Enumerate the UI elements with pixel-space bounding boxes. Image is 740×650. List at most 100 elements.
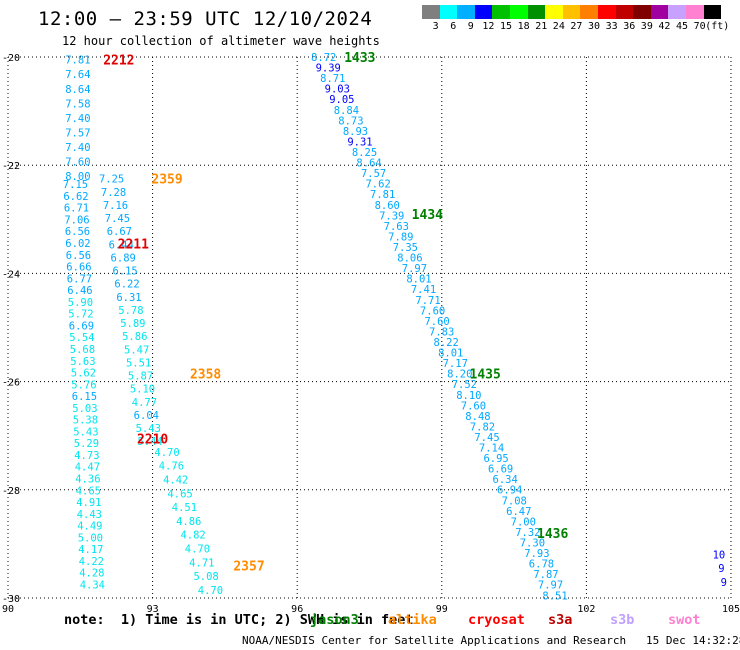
- wave-height-value: 6.69: [69, 320, 94, 332]
- pass-time-label: 2212: [103, 54, 134, 69]
- wave-height-value: 5.00: [78, 532, 103, 544]
- wave-height-value: 6.15: [72, 391, 97, 403]
- pass-time-label: 1436: [537, 527, 568, 542]
- wave-height-value: 5.86: [122, 331, 147, 343]
- wave-height-value: 7.97: [538, 580, 563, 592]
- colorbar-swatch: [703, 5, 722, 19]
- wave-height-value: 9.31: [347, 136, 372, 148]
- wave-height-value: 4.91: [76, 497, 101, 509]
- wave-height-value: 7.40: [65, 142, 90, 154]
- wave-height-value: 6.69: [488, 464, 513, 476]
- x-tick-label: 90: [2, 604, 14, 615]
- colorbar-swatch: [633, 5, 651, 19]
- wave-height-value: 7.06: [64, 214, 89, 226]
- wave-height-value: 5.43: [73, 426, 98, 438]
- colorbar-swatch: [457, 5, 475, 19]
- wave-height-value: 5.89: [120, 318, 145, 330]
- wave-height-value: 8.64: [356, 158, 381, 170]
- wave-height-value: 6.62: [63, 191, 88, 203]
- wave-height-value: 7.35: [393, 242, 418, 254]
- wave-height-value: 8.72: [311, 52, 336, 64]
- wave-height-value: 8.06: [397, 253, 422, 265]
- colorbar-label: 45: [676, 21, 689, 32]
- wave-height-value: 7.25: [99, 174, 124, 186]
- wave-height-value: 5.63: [70, 356, 95, 368]
- wave-height-value: 7.15: [63, 179, 88, 191]
- wave-height-value: 7.57: [65, 127, 90, 139]
- colorbar-swatch: [580, 5, 598, 19]
- wave-height-value: 4.22: [79, 556, 104, 568]
- wave-height-value: 4.51: [172, 502, 197, 514]
- wave-height-value: 4.49: [77, 521, 102, 533]
- colorbar-swatch: [650, 5, 669, 19]
- colorbar-swatch: [615, 5, 634, 19]
- legend-entry-s3b: s3b: [610, 612, 635, 628]
- credit-text: NOAA/NESDIS Center for Satellite Applica…: [242, 634, 740, 647]
- wave-height-value: 5.08: [193, 571, 218, 583]
- map-subtitle: 12 hour collection of altimeter wave hei…: [62, 34, 380, 48]
- wave-height-value: 7.00: [511, 516, 536, 528]
- colorbar-swatch: [492, 5, 510, 19]
- legend-entry-altika: altika: [388, 612, 437, 628]
- colorbar-swatch: [597, 5, 616, 19]
- wave-height-value: 9.03: [325, 84, 350, 96]
- wave-height-value: 5.03: [72, 403, 97, 415]
- wave-height-value: 6.56: [65, 226, 90, 238]
- colorbar-label: 27: [570, 21, 583, 32]
- wave-height-value: 7.60: [420, 305, 445, 317]
- wave-height-value: 7.60: [424, 316, 449, 328]
- pass-time-label: 1433: [344, 51, 375, 66]
- wave-height-value: 9.39: [316, 63, 341, 75]
- colorbar-label: 21: [535, 21, 548, 32]
- wave-height-value: 5.44: [138, 436, 163, 448]
- wave-height-value: 4.73: [74, 450, 99, 462]
- wave-height-value: 8.25: [352, 147, 377, 159]
- colorbar-label: 12: [482, 21, 495, 32]
- wave-height-value: 8.00: [65, 171, 90, 183]
- wave-height-value: 4.42: [163, 475, 188, 487]
- wave-height-value: 8.64: [65, 84, 90, 96]
- wave-height-value: 4.28: [79, 568, 104, 580]
- wave-height-value: 4.65: [167, 488, 192, 500]
- pass-time-label: 2358: [190, 367, 221, 382]
- colorbar-swatch: [685, 5, 704, 19]
- wave-height-value: 10: [713, 550, 726, 562]
- wave-height-value: 7.83: [429, 326, 454, 338]
- wave-height-value: 7.93: [524, 548, 549, 560]
- wave-height-value: 7.39: [379, 210, 404, 222]
- wave-height-value: 4.65: [76, 485, 101, 497]
- pass-time-label: 1435: [470, 367, 501, 382]
- wave-height-value: 8.84: [334, 105, 359, 117]
- wave-height-value: 7.81: [65, 55, 90, 67]
- wave-height-value: 8.51: [542, 590, 567, 602]
- wave-height-value: 4.36: [75, 474, 100, 486]
- wave-height-value: 7.62: [365, 179, 390, 191]
- wave-height-value: 7.60: [65, 156, 90, 168]
- wave-height-value: 7.14: [479, 443, 504, 455]
- x-tick-label: 102: [577, 604, 595, 615]
- wave-height-value: 4.70: [198, 585, 223, 597]
- pass-time-label: 2210: [137, 432, 168, 447]
- wave-height-value: 6.34: [493, 474, 518, 486]
- wave-height-value: 5.47: [124, 344, 149, 356]
- wave-height-value: 8.10: [456, 390, 481, 402]
- wave-height-value: 6.95: [483, 453, 508, 465]
- colorbar-label: 39: [640, 21, 653, 32]
- wave-height-value: 8.60: [375, 200, 400, 212]
- colorbar-label: 24: [552, 21, 565, 32]
- wave-height-value: 6.02: [65, 238, 90, 250]
- wave-height-value: 7.58: [65, 98, 90, 110]
- wave-height-value: 7.45: [474, 432, 499, 444]
- wave-height-value: 4.47: [75, 462, 100, 474]
- pass-time-label: 2211: [118, 238, 149, 253]
- wave-height-value: 7.63: [384, 221, 409, 233]
- wave-height-value: 5.87: [128, 371, 153, 383]
- wave-height-value: 5.10: [130, 384, 155, 396]
- wave-height-value: 6.22: [114, 279, 139, 291]
- wave-height-value: 8.71: [320, 73, 345, 85]
- wave-height-value: 5.62: [71, 368, 96, 380]
- colorbar-label: (ft): [705, 21, 730, 32]
- wave-height-value: 7.41: [411, 284, 436, 296]
- wave-height-value: 4.82: [180, 530, 205, 542]
- wave-height-value: 7.81: [370, 189, 395, 201]
